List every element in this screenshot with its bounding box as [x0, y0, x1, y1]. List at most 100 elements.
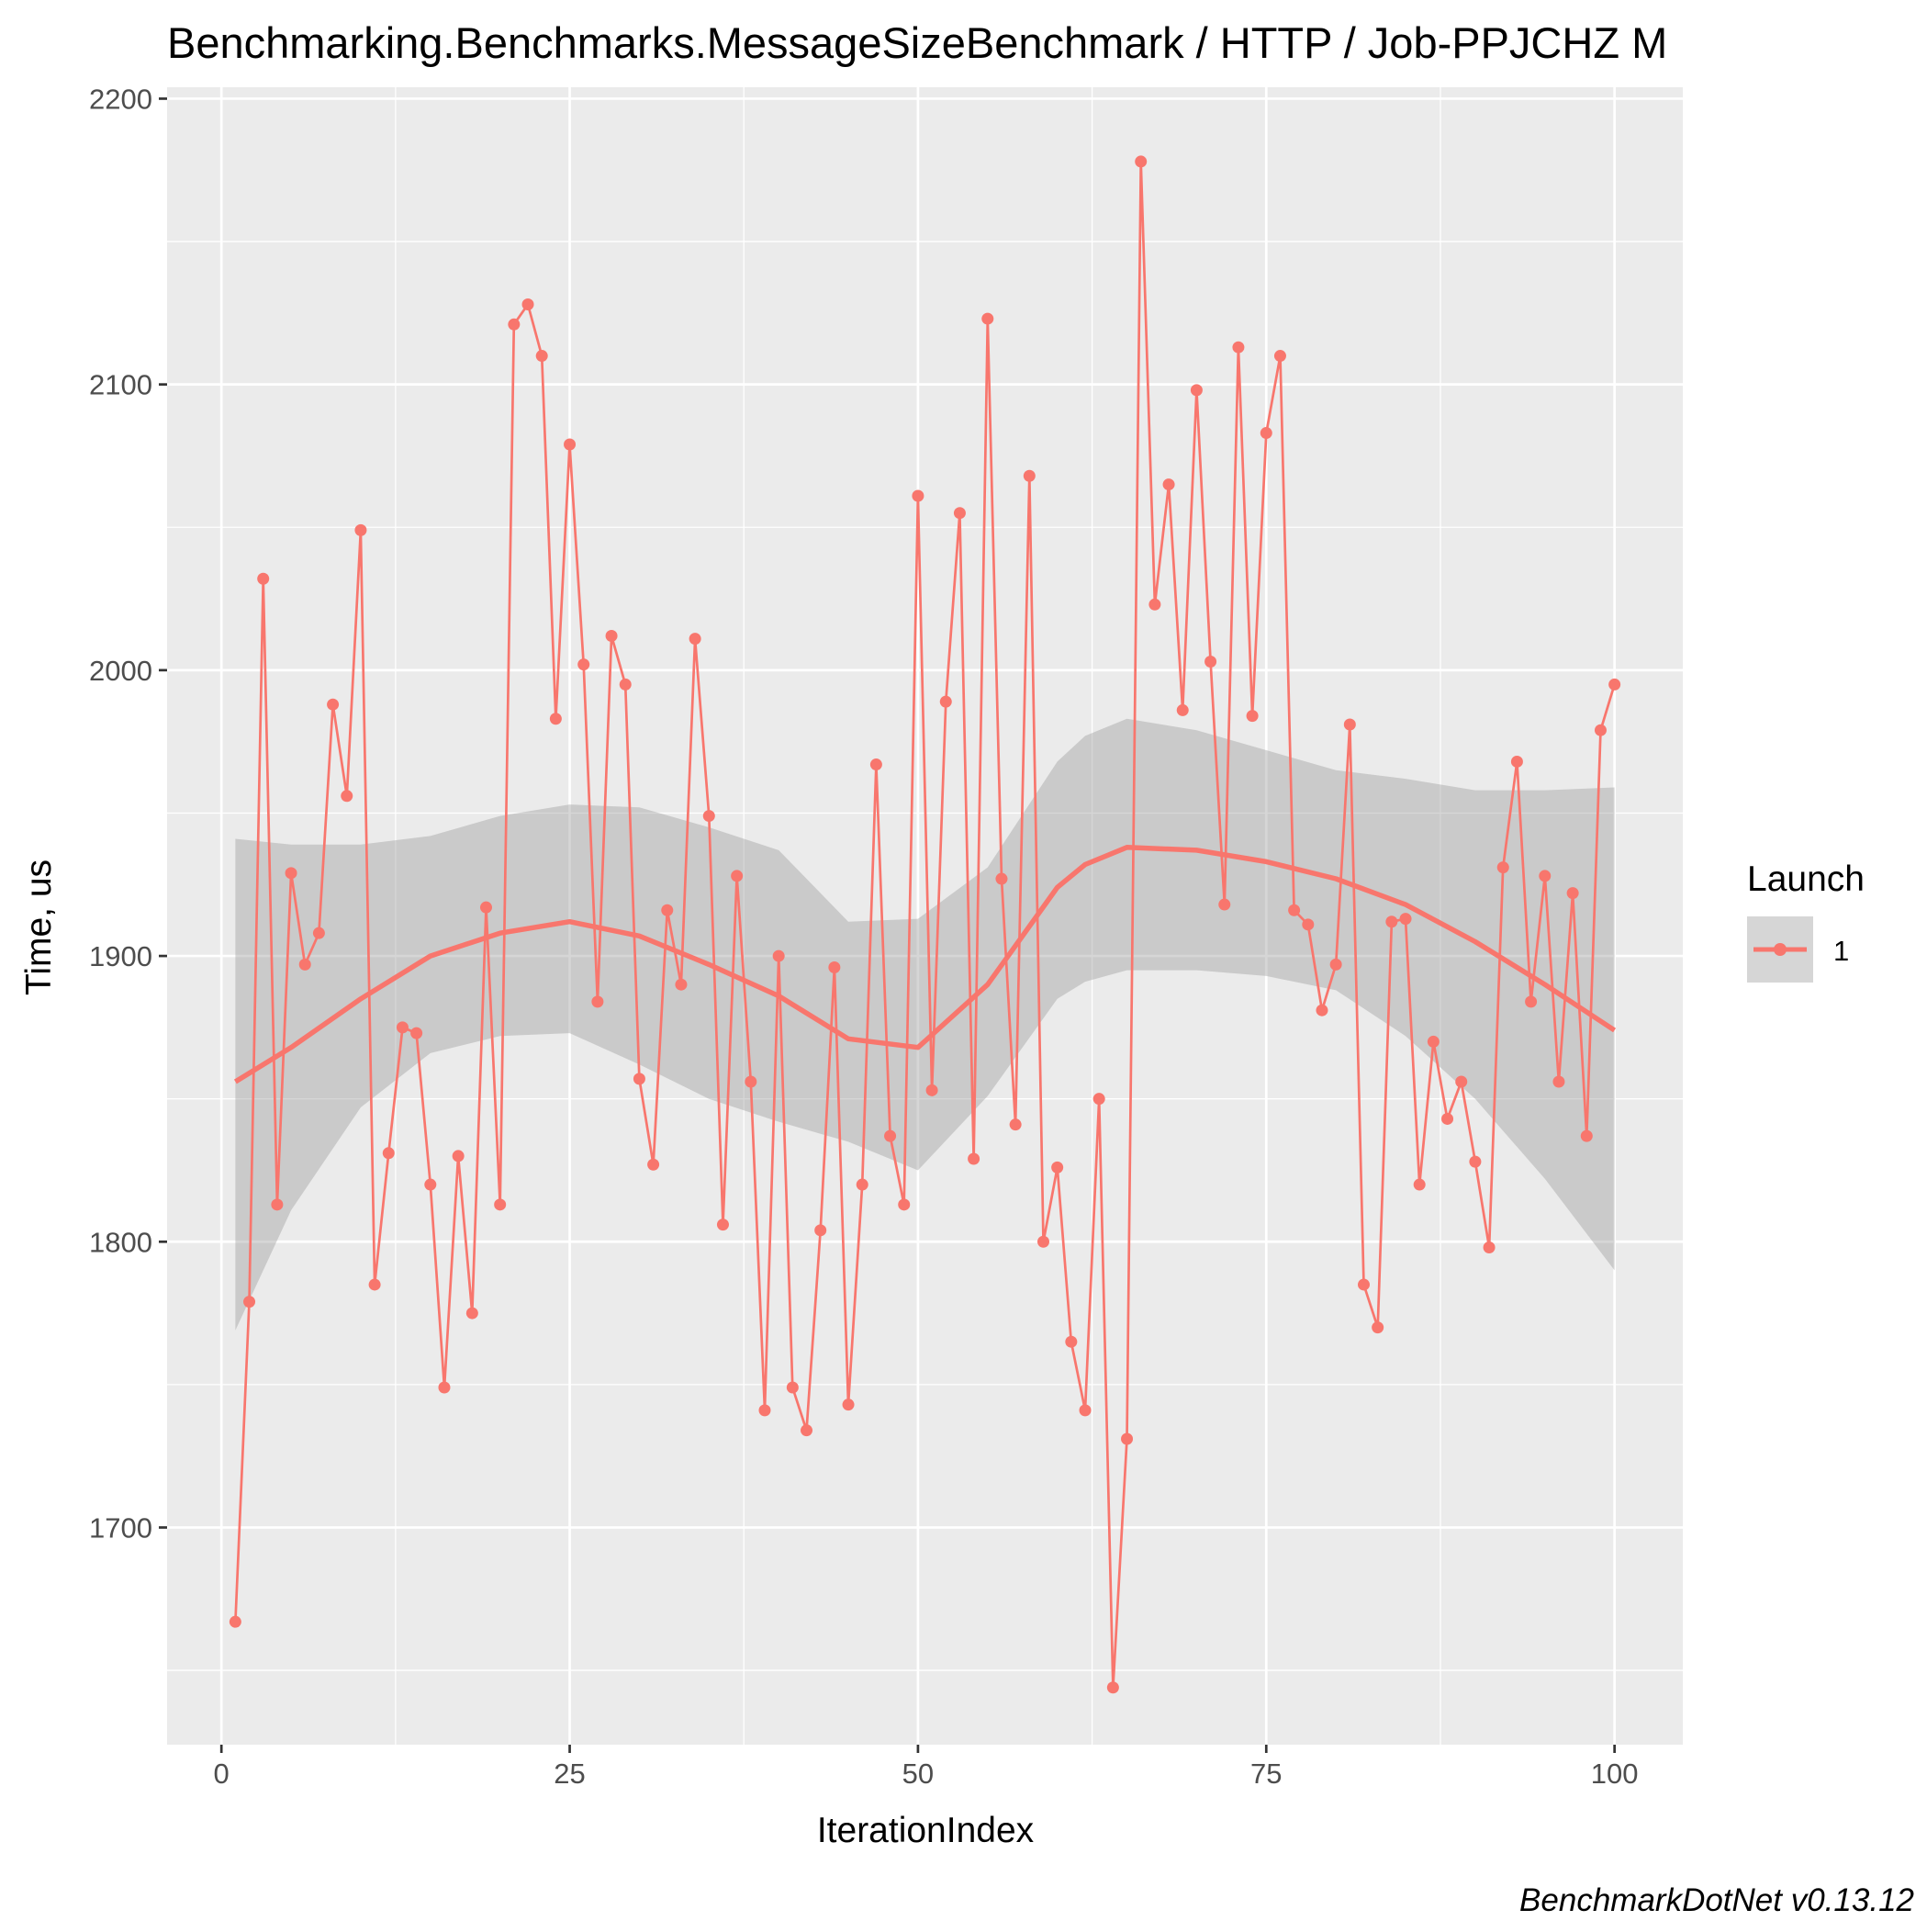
x-axis-title: IterationIndex [817, 1811, 1035, 1850]
data-point [1455, 1075, 1468, 1088]
data-point [842, 1398, 855, 1411]
data-point [786, 1381, 799, 1394]
data-point [772, 949, 785, 962]
data-point [758, 1404, 771, 1417]
data-point [1204, 656, 1217, 668]
data-point [1051, 1161, 1064, 1174]
legend-key-point [1774, 943, 1787, 956]
data-point [1580, 1129, 1593, 1142]
data-point [1232, 341, 1245, 354]
legend-title: Launch [1747, 859, 1865, 899]
data-point [925, 1084, 938, 1096]
data-point [716, 1219, 729, 1231]
data-point [675, 978, 688, 991]
data-point [1065, 1335, 1078, 1348]
data-point [1372, 1321, 1384, 1334]
data-point [1121, 1432, 1134, 1445]
data-point [1594, 724, 1607, 736]
data-point [1316, 1004, 1328, 1017]
data-point [1343, 718, 1356, 731]
data-point [856, 1178, 868, 1191]
data-point [1469, 1155, 1482, 1168]
plot-panel [167, 87, 1683, 1745]
data-point [354, 523, 367, 536]
data-point [1483, 1241, 1496, 1253]
data-point [271, 1198, 284, 1211]
data-point [229, 1615, 241, 1628]
data-point [298, 958, 311, 971]
x-tick-label: 75 [1250, 1758, 1282, 1790]
data-point [577, 658, 590, 671]
data-point [535, 350, 548, 363]
data-point [1260, 427, 1272, 440]
data-point [327, 698, 340, 711]
data-point [605, 630, 618, 643]
data-point [1525, 995, 1538, 1008]
data-point [1539, 870, 1552, 882]
data-point [1385, 915, 1398, 928]
data-point [912, 489, 924, 502]
data-point [731, 870, 744, 882]
data-point [341, 790, 353, 803]
smooth-trend-line [233, 845, 1617, 1084]
data-point [1023, 469, 1036, 482]
legend: Launch 1 [1747, 859, 1865, 983]
data-point [1329, 958, 1342, 971]
data-point [465, 1307, 478, 1320]
confidence-band [235, 718, 1615, 1331]
data-point [285, 867, 297, 880]
data-point [1190, 384, 1203, 397]
data-point [1399, 913, 1412, 926]
y-axis: 1700 1800 1900 2000 2100 2200 [89, 83, 167, 1544]
series-line [234, 160, 1616, 1690]
data-point [814, 1224, 827, 1237]
data-point [939, 695, 952, 708]
data-point [828, 961, 841, 974]
y-tick-label: 2100 [89, 369, 152, 401]
x-tick-label: 25 [554, 1758, 585, 1790]
data-point [424, 1178, 437, 1191]
data-point [898, 1198, 911, 1211]
data-point [1162, 478, 1175, 491]
data-point [591, 995, 604, 1008]
data-point [508, 318, 521, 331]
y-tick-label: 2200 [89, 83, 152, 115]
data-point [995, 872, 1008, 885]
data-point [396, 1021, 409, 1034]
data-point [1358, 1278, 1371, 1291]
data-point [438, 1381, 451, 1394]
data-point [494, 1198, 507, 1211]
data-point [479, 901, 492, 914]
data-point [661, 904, 674, 916]
data-point [1441, 1112, 1454, 1125]
data-point [549, 713, 562, 725]
chart-title: Benchmarking.Benchmarks.MessageSizeBench… [167, 18, 1667, 67]
data-point [1427, 1035, 1440, 1048]
data-point [1566, 887, 1579, 900]
data-point [521, 298, 534, 311]
data-point [1218, 898, 1231, 911]
data-point [702, 810, 715, 823]
data-point [257, 572, 270, 585]
data-point [633, 1073, 645, 1085]
data-point [869, 758, 882, 771]
data-point [968, 1152, 980, 1165]
x-tick-label: 100 [1591, 1758, 1639, 1790]
data-point [1608, 678, 1621, 691]
data-point [1106, 1681, 1119, 1694]
data-point [1302, 918, 1315, 931]
data-point [1552, 1075, 1565, 1088]
data-point [452, 1150, 465, 1163]
data-point [312, 927, 325, 939]
data-point [745, 1075, 757, 1088]
data-point [1273, 350, 1286, 363]
chart-caption: BenchmarkDotNet v0.13.12 [1519, 1882, 1914, 1918]
data-point [1148, 598, 1161, 611]
y-axis-title: Time, us [19, 859, 59, 995]
data-point [1079, 1404, 1092, 1417]
y-tick-label: 1900 [89, 940, 152, 972]
data-point [243, 1296, 256, 1309]
data-point [953, 507, 966, 520]
y-tick-label: 1700 [89, 1511, 152, 1544]
